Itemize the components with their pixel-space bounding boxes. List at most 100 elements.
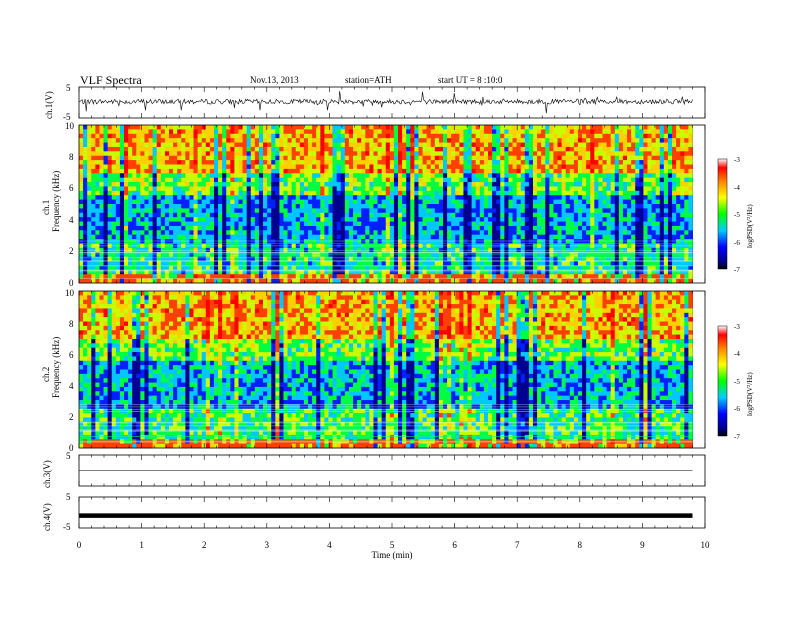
spectrogram-cell: [218, 269, 223, 275]
spectrogram-cell: [582, 234, 587, 240]
spectrogram-cell: [655, 230, 661, 236]
spectrogram-cell: [492, 142, 497, 148]
spectrogram-cell: [471, 208, 477, 214]
spectrogram-cell: [279, 239, 284, 244]
spectrogram-cell: [443, 230, 448, 236]
spectrogram-cell: [684, 225, 689, 231]
spectrogram-cell: [291, 225, 297, 231]
spectrogram-cell: [283, 230, 288, 236]
spectrogram-cell: [328, 199, 333, 205]
spectrogram-cell: [136, 155, 141, 161]
spectrogram-cell: [496, 204, 501, 209]
spectrogram-cell: [406, 151, 411, 157]
spectrogram-cell: [369, 225, 374, 231]
spectrogram-cell: [340, 133, 346, 139]
spectrogram-cell: [218, 265, 223, 271]
spectrogram-cell: [258, 195, 264, 200]
spectrogram-cell: [426, 138, 432, 143]
spectrogram-cell: [549, 160, 554, 165]
spectrogram-cell: [500, 146, 505, 152]
spectrogram-cell: [336, 125, 342, 130]
spectrogram-cell: [422, 234, 427, 240]
spectrogram-cell: [115, 265, 121, 271]
spectrogram-cell: [336, 142, 342, 148]
spectrogram-cell: [659, 208, 665, 214]
spectrogram-cell: [242, 230, 247, 236]
spectrogram-cell: [95, 142, 100, 148]
spectrogram-cell: [369, 129, 374, 135]
spectrogram-cell: [479, 225, 485, 231]
spectrogram-cell: [291, 151, 297, 157]
spectrogram-cell: [377, 195, 382, 200]
spectrogram-cell: [573, 217, 579, 222]
spectrogram-cell: [508, 261, 513, 266]
spectrogram-cell: [590, 129, 595, 135]
spectrogram-cell: [381, 221, 387, 227]
spectrogram-cell: [140, 256, 145, 262]
spectrogram-cell: [99, 142, 104, 148]
spectrogram-cell: [639, 160, 644, 165]
spectrogram-cell: [132, 142, 137, 148]
spectrogram-cell: [340, 261, 346, 266]
spectrogram-cell: [357, 160, 362, 165]
spectrogram-cell: [430, 221, 436, 227]
spectrogram-cell: [496, 160, 501, 165]
spectrogram-cell: [79, 261, 84, 266]
spectrogram-cell: [173, 212, 178, 218]
spectrogram-cell: [213, 199, 219, 205]
spectrogram-cell: [606, 225, 611, 231]
spectrogram-cell: [353, 164, 358, 170]
spectrogram-cell: [283, 234, 288, 240]
spectrogram-cell: [324, 133, 329, 139]
spectrogram-cell: [83, 129, 88, 135]
spectrogram-cell: [111, 212, 117, 218]
spectrogram-cell: [471, 230, 477, 236]
spectrogram-cell: [479, 160, 485, 165]
spectrogram-cell: [361, 138, 366, 143]
spectrogram-cell: [487, 186, 493, 192]
spectrogram-cell: [222, 199, 227, 205]
spectrogram-cell: [680, 239, 685, 244]
spectrogram-cell: [594, 142, 599, 148]
spectrogram-cell: [553, 208, 558, 214]
spectrogram-cell: [377, 182, 382, 187]
spectrogram-cell: [283, 195, 288, 200]
spectrogram-cell: [418, 146, 423, 152]
spectrogram-cell: [663, 133, 669, 139]
spectrogram-cell: [508, 221, 513, 227]
spectrogram-cell: [267, 212, 272, 218]
spectrogram-cell: [598, 221, 603, 227]
spectrogram-cell: [512, 265, 517, 271]
spectrogram-cell: [173, 261, 178, 266]
spectrogram-cell: [557, 173, 562, 178]
spectrogram-cell: [275, 221, 280, 227]
spectrogram-cell: [639, 155, 644, 161]
spectrogram-cell: [385, 199, 391, 205]
spectrogram-cell: [115, 199, 121, 205]
spectrogram-cell: [418, 125, 423, 130]
spectrogram-cell: [250, 199, 256, 205]
spectrogram-cell: [573, 208, 579, 214]
spectrogram-cell: [201, 239, 207, 244]
spectrogram-cell: [627, 177, 632, 183]
spectrogram-cell: [614, 225, 620, 231]
spectrogram-cell: [402, 151, 407, 157]
spectrogram-cell: [418, 182, 423, 187]
spectrogram-cell: [688, 225, 693, 231]
spectrogram-cell: [283, 182, 288, 187]
spectrogram-cell: [635, 221, 640, 227]
spectrogram-cell: [103, 269, 108, 275]
spectrogram-cell: [324, 190, 329, 196]
spectrogram-cell: [156, 199, 162, 205]
spectrogram-cell: [573, 142, 579, 148]
spectrogram-cell: [508, 230, 513, 236]
spectrogram-cell: [655, 160, 661, 165]
spectrogram-cell: [353, 138, 358, 143]
spectrogram-cell: [283, 142, 288, 148]
spectrogram-cell: [553, 256, 558, 262]
spectrogram-cell: [545, 212, 550, 218]
spectrogram-cell: [512, 239, 517, 244]
spectrogram-cell: [136, 146, 141, 152]
spectrogram-cell: [504, 239, 509, 244]
spectrogram-cell: [676, 217, 681, 222]
